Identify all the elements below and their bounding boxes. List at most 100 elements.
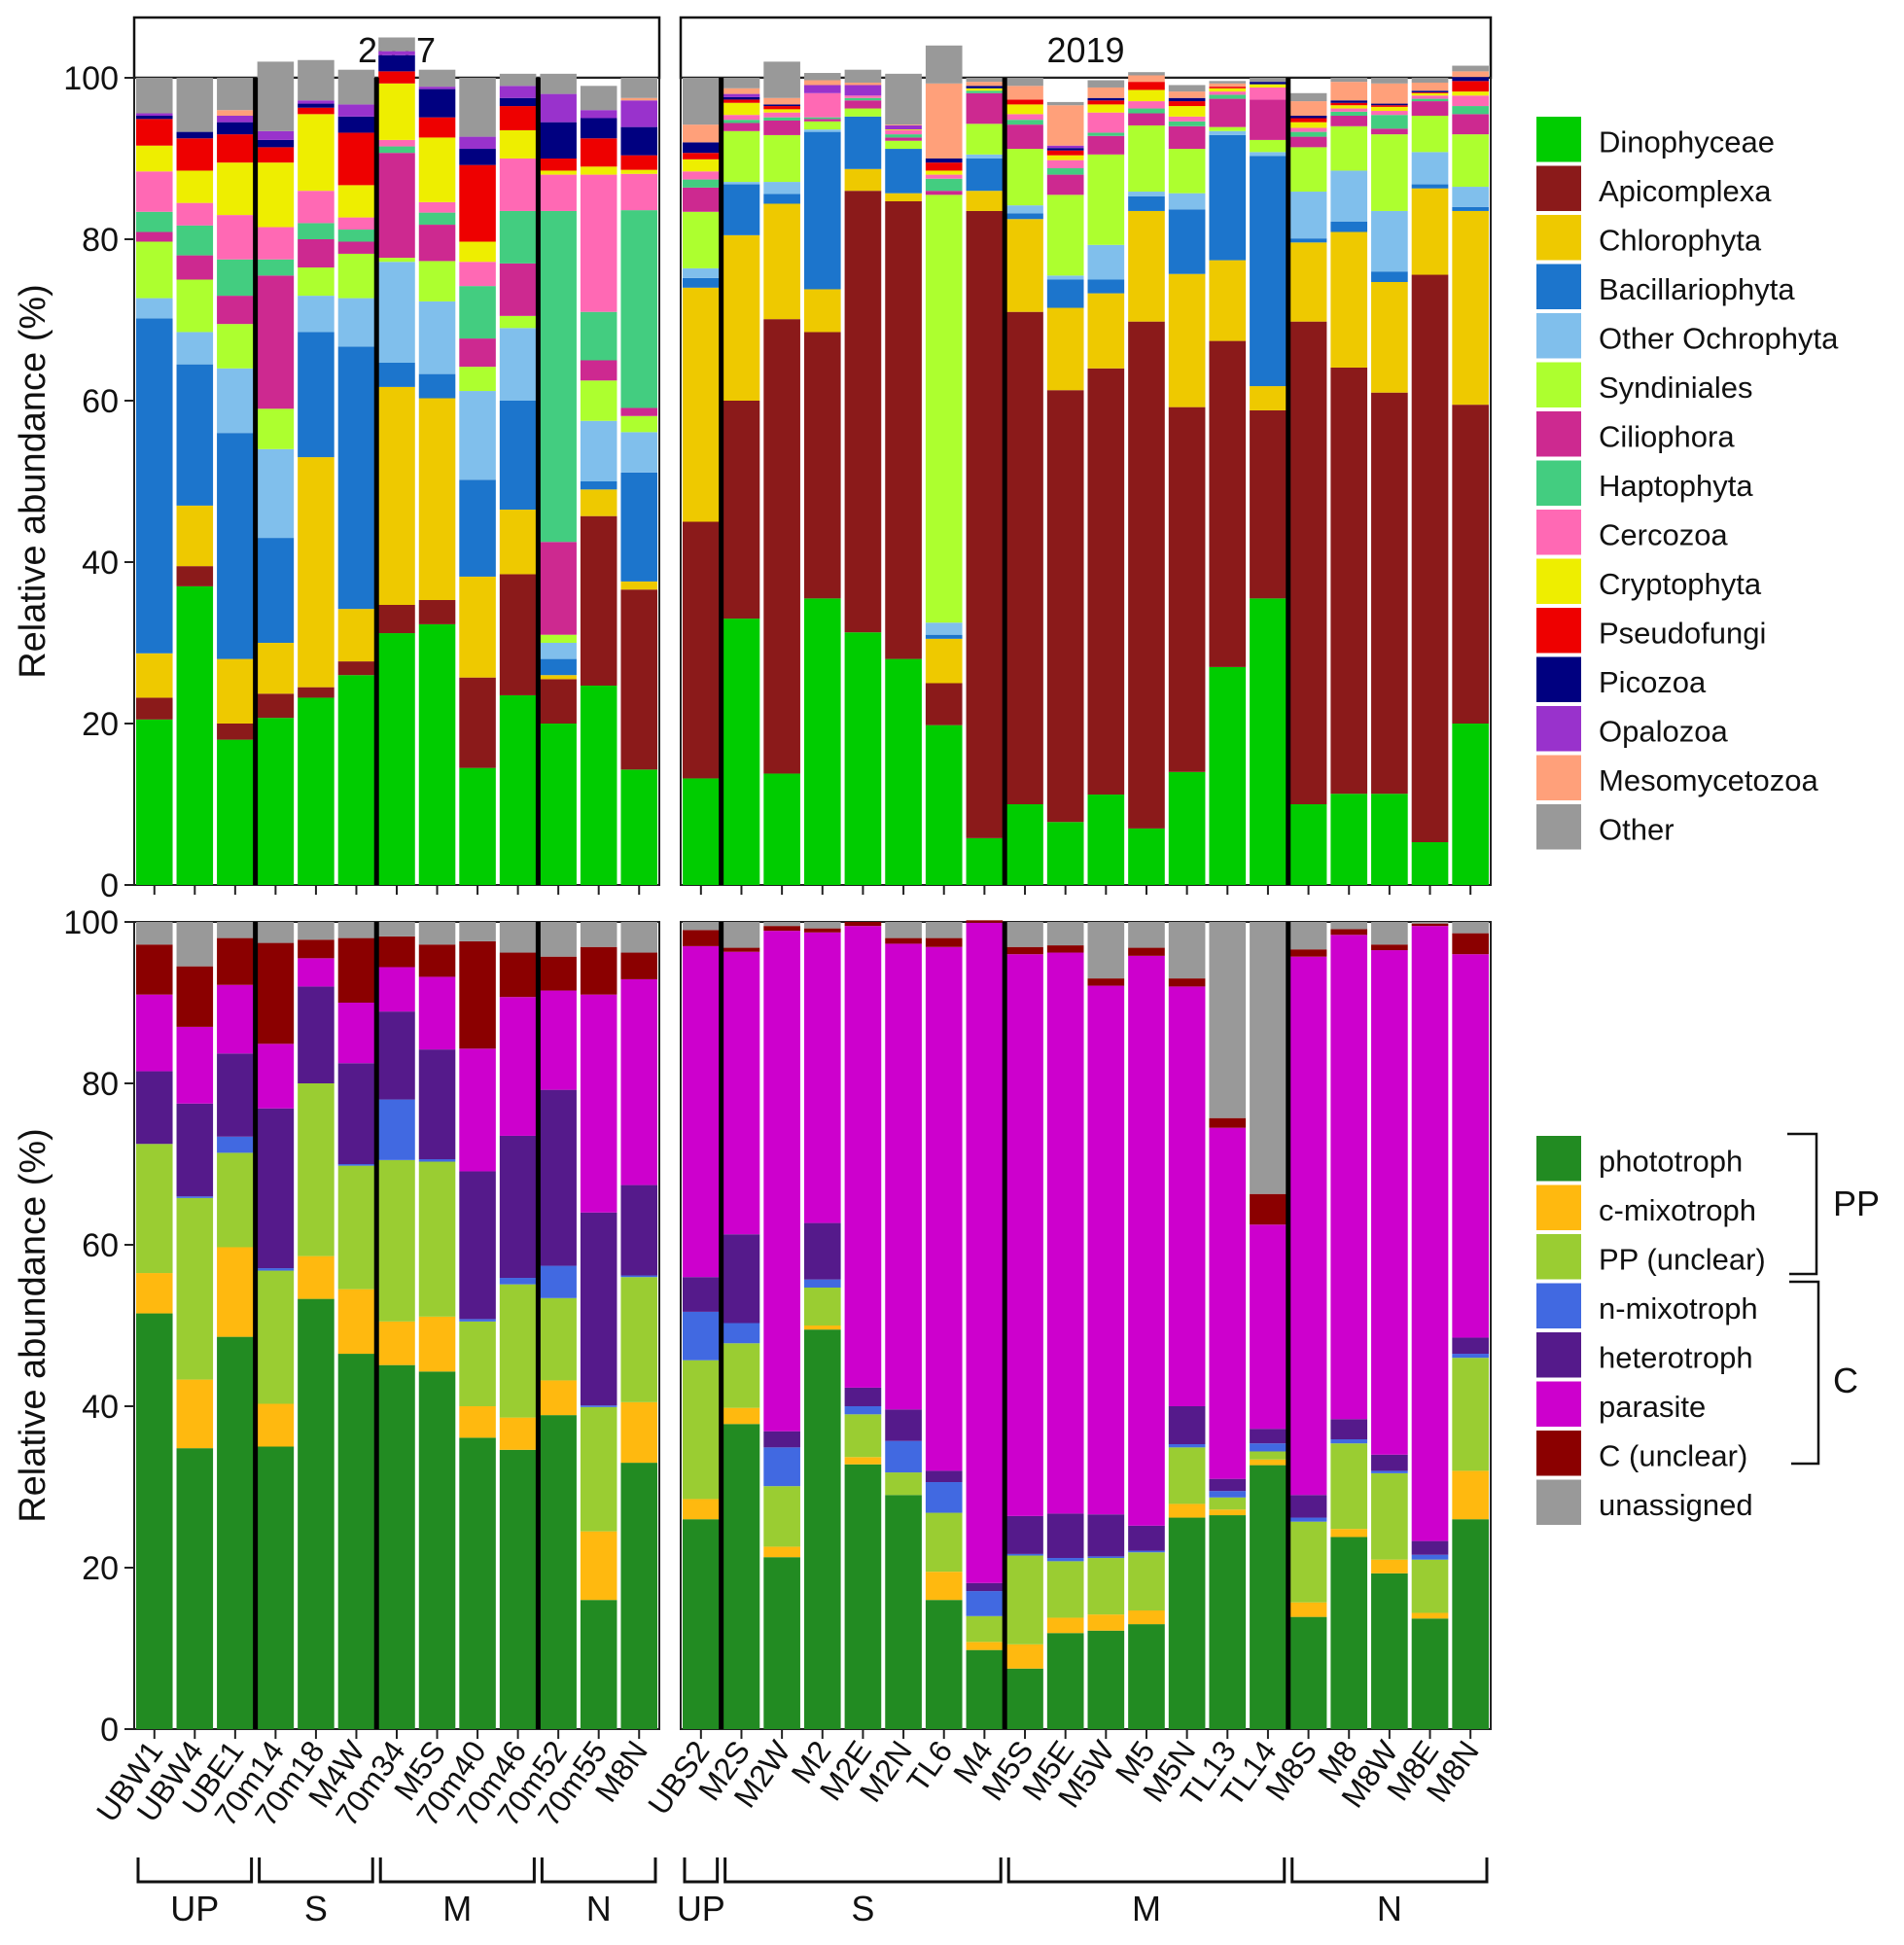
bar-segment-c-unclear-	[136, 944, 173, 995]
bar-segment-other	[1168, 85, 1206, 92]
bar-segment-haptophyta	[683, 179, 720, 188]
bottom-chart-trophic-mode: 0 20 40 60 80 100 Relative abundance (%)	[13, 904, 1492, 1749]
bar-segment-other-ochrophyta	[176, 332, 214, 365]
y-tick-label: 20	[82, 1550, 119, 1587]
bar-segment-unassigned	[217, 922, 254, 938]
legend-label: heterotroph	[1599, 1340, 1753, 1374]
bar-segment-opalozoa	[418, 87, 456, 89]
bar-segment-unassigned	[176, 922, 214, 967]
stacked-bar	[1289, 922, 1327, 1729]
bar-segment-cryptophyta	[1209, 88, 1247, 92]
bar-segment-pseudofungi	[459, 164, 496, 242]
y-tick-label: 40	[82, 1389, 119, 1426]
bar-segment-n-mixotroph	[378, 1099, 415, 1160]
bar-segment-parasite	[1250, 1224, 1287, 1430]
legend-label: Syndiniales	[1599, 371, 1753, 405]
bar-segment-cryptophyta	[925, 170, 963, 175]
panel-frame	[680, 921, 1492, 1730]
bar-segment-syndiniales	[1250, 139, 1287, 153]
bar-segment-apicomplexa	[683, 521, 720, 779]
bar-segment-mesomycetozoa	[885, 124, 922, 125]
stacked-bar	[966, 920, 1004, 1729]
legend-swatch	[1536, 558, 1581, 604]
bar-segment-cercozoa	[337, 217, 375, 230]
bar-segment-apicomplexa	[803, 332, 841, 599]
stacked-bar	[1250, 922, 1287, 1729]
legend-label: Other Ochrophyta	[1599, 321, 1839, 355]
bar-segment-pseudofungi	[418, 117, 456, 138]
bar-segment-opalozoa	[1046, 145, 1084, 149]
bar-segment-picozoa	[378, 54, 415, 72]
stacked-bar	[459, 78, 496, 885]
bar-segment-chlorophyta	[136, 653, 173, 698]
bar-segment-heterotroph	[1087, 1514, 1125, 1557]
panel-frame	[680, 77, 1492, 886]
bar-segment-syndiniales	[580, 380, 617, 421]
bar-segment-dinophyceae	[298, 697, 335, 885]
bar-segment-pseudofungi	[1289, 118, 1327, 123]
bar-segment-ciliophora	[217, 296, 254, 325]
group-label: N	[1377, 1889, 1402, 1928]
bar-segment-cryptophyta	[1046, 155, 1084, 160]
bar-segment-syndiniales	[176, 279, 214, 333]
bar-segment-c-mixotroph	[540, 1380, 577, 1416]
bar-segment-parasite	[1371, 950, 1408, 1455]
bar-segment-picozoa	[1046, 148, 1084, 151]
bar-segment-bacillariophyta	[459, 479, 496, 577]
bar-segment-chlorophyta	[683, 287, 720, 522]
bar-segment-pp-unclear-	[763, 1486, 800, 1547]
bar-segment-syndiniales	[723, 130, 760, 183]
bar-segment-other	[257, 61, 295, 131]
bar-segment-cercozoa	[803, 92, 841, 118]
bar-segment-dinophyceae	[885, 658, 922, 885]
bar-segment-unassigned	[459, 922, 496, 941]
bar-segment-cercozoa	[540, 174, 577, 211]
bar-segment-ciliophora	[683, 187, 720, 212]
bar-segment-heterotroph	[1209, 1478, 1247, 1492]
bar-segment-parasite	[885, 943, 922, 1410]
bar-segment-n-mixotroph	[418, 1159, 456, 1162]
stacked-bar	[1371, 78, 1408, 885]
bar-segment-pseudofungi	[136, 119, 173, 146]
bar-segment-chlorophyta	[844, 168, 882, 192]
stacked-bar	[1168, 85, 1206, 885]
bar-segment-c-mixotroph	[1006, 1644, 1043, 1669]
bar-segment-bacillariophyta	[418, 373, 456, 399]
bar-segment-chlorophyta	[418, 398, 456, 601]
bar-segment-opalozoa	[298, 100, 335, 104]
stacked-bar	[1087, 922, 1125, 1729]
legend-swatch	[1536, 755, 1581, 800]
y-tick-label: 60	[82, 383, 119, 420]
bar-segment-c-mixotroph	[966, 1642, 1004, 1650]
bar-segment-other-ochrophyta	[1250, 152, 1287, 157]
bar-segment-heterotroph	[499, 1135, 537, 1279]
bar-segment-opalozoa	[620, 100, 657, 127]
bar-segment-opalozoa	[803, 85, 841, 93]
bar-segment-c-unclear-	[1250, 1193, 1287, 1225]
bar-segment-c-unclear-	[217, 937, 254, 985]
bar-segment-heterotroph	[885, 1409, 922, 1441]
bar-segment-cercozoa	[1168, 116, 1206, 122]
bar-segment-syndiniales	[298, 267, 335, 297]
bar-segment-picozoa	[763, 104, 800, 107]
bar-segment-pseudofungi	[1006, 99, 1043, 105]
bar-segment-mesomycetozoa	[1371, 83, 1408, 104]
bar-segment-haptophyta	[418, 212, 456, 226]
panel-2019: 2019	[679, 16, 1493, 895]
stacked-bar	[763, 922, 800, 1729]
panel-2017	[133, 921, 660, 1739]
bar-segment-ciliophora	[723, 123, 760, 131]
bar-segment-pp-unclear-	[1250, 1451, 1287, 1460]
legend-label: c-mixotroph	[1599, 1193, 1756, 1227]
bar-segment-c-mixotroph	[1371, 1559, 1408, 1574]
legend-swatch	[1536, 313, 1581, 359]
legend-label: n-mixotroph	[1599, 1291, 1758, 1326]
bar-segment-bacillariophyta	[1128, 196, 1165, 211]
bar-segment-syndiniales	[540, 634, 577, 643]
stacked-bar	[723, 922, 760, 1729]
bar-segment-heterotroph	[1371, 1454, 1408, 1471]
bar-segment-pseudofungi	[337, 132, 375, 186]
bar-segment-cercozoa	[925, 174, 963, 179]
stacked-bar	[378, 37, 415, 885]
bar-segment-syndiniales	[459, 367, 496, 392]
